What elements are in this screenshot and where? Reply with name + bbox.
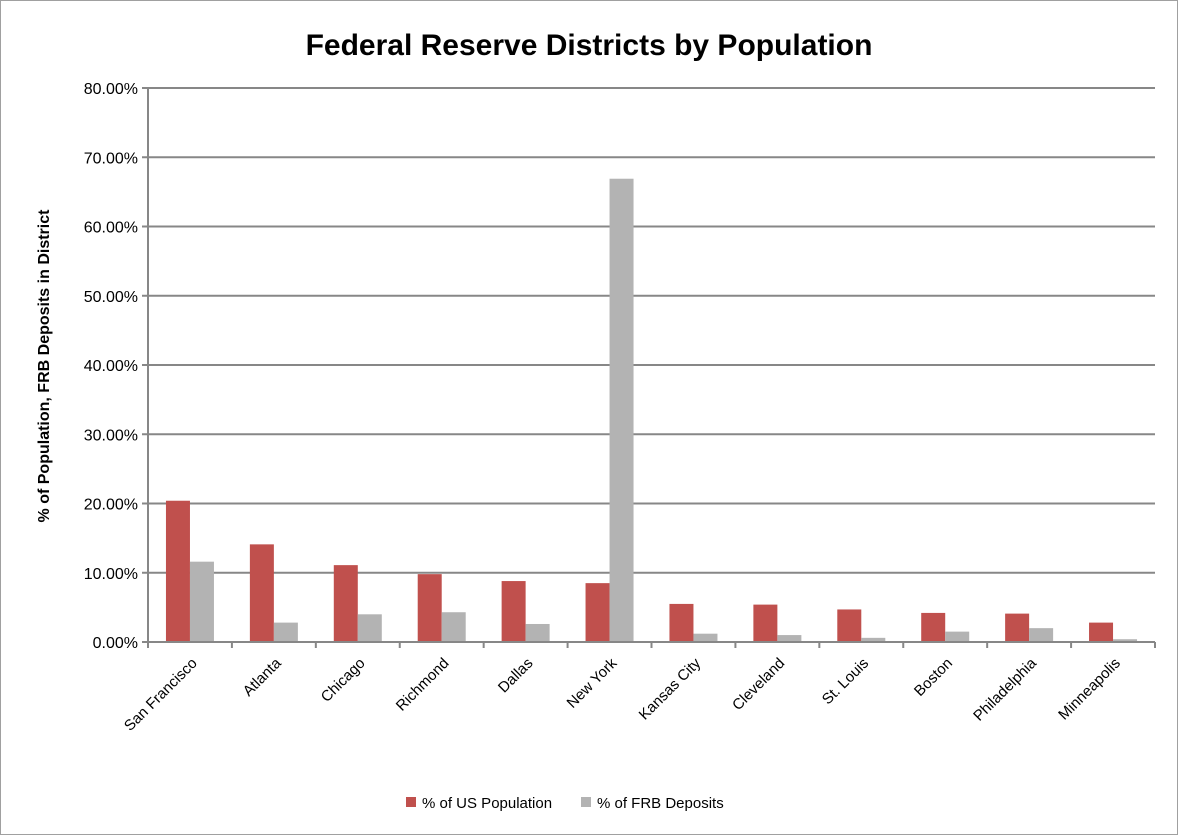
legend-swatch — [406, 797, 416, 807]
bar-population — [333, 565, 358, 642]
y-tick-label: 50.00% — [84, 289, 138, 306]
y-axis-label: % of Population, FRB Deposits in Distric… — [36, 209, 53, 523]
bar-population — [585, 583, 610, 642]
bar-deposits — [1029, 628, 1054, 642]
bar-population — [753, 604, 778, 642]
bar-deposits — [189, 561, 214, 642]
x-tick-label: Richmond — [393, 655, 453, 715]
bar-population — [249, 544, 274, 642]
bar-population — [669, 603, 694, 642]
legend-label: % of US Population — [422, 795, 552, 812]
x-tick-label: Atlanta — [240, 654, 286, 700]
bar-deposits — [609, 178, 634, 642]
bar-population — [837, 609, 862, 642]
bar-deposits — [945, 631, 970, 642]
x-tick-label: Dallas — [495, 655, 536, 696]
x-tick-label: New York — [564, 654, 621, 711]
bar-deposits — [1113, 639, 1138, 642]
bar-deposits — [525, 623, 550, 642]
y-tick-label: 0.00% — [93, 635, 138, 652]
y-tick-label: 40.00% — [84, 358, 138, 375]
y-tick-label: 60.00% — [84, 220, 138, 237]
y-tick-label: 10.00% — [84, 566, 138, 583]
bar-population — [501, 581, 526, 642]
x-tick-label: Philadelphia — [970, 654, 1040, 724]
x-tick-label: Cleveland — [729, 655, 788, 714]
y-tick-label: 20.00% — [84, 497, 138, 514]
chart-title: Federal Reserve Districts by Population — [306, 29, 873, 62]
y-tick-label: 70.00% — [84, 150, 138, 167]
x-tick-label: Kansas City — [636, 654, 705, 723]
bar-population — [1089, 622, 1114, 642]
bar-population — [1005, 613, 1030, 642]
bar-deposits — [777, 635, 802, 642]
bar-population — [921, 612, 946, 642]
bar-deposits — [357, 614, 382, 642]
bar-population — [417, 574, 442, 642]
x-tick-label: Boston — [911, 655, 956, 700]
bar-deposits — [273, 622, 298, 642]
x-tick-label: St. Louis — [819, 655, 872, 708]
bar-deposits — [693, 633, 718, 642]
x-tick-label: San Francisco — [121, 655, 201, 735]
y-tick-label: 80.00% — [84, 81, 138, 98]
y-tick-label: 30.00% — [84, 427, 138, 444]
legend-swatch — [581, 797, 591, 807]
x-tick-label: Minneapolis — [1055, 655, 1124, 724]
bar-deposits — [441, 612, 466, 642]
bar-deposits — [861, 637, 886, 642]
bar-population — [165, 500, 190, 642]
legend-label: % of FRB Deposits — [597, 795, 724, 812]
x-tick-label: Chicago — [318, 655, 369, 706]
